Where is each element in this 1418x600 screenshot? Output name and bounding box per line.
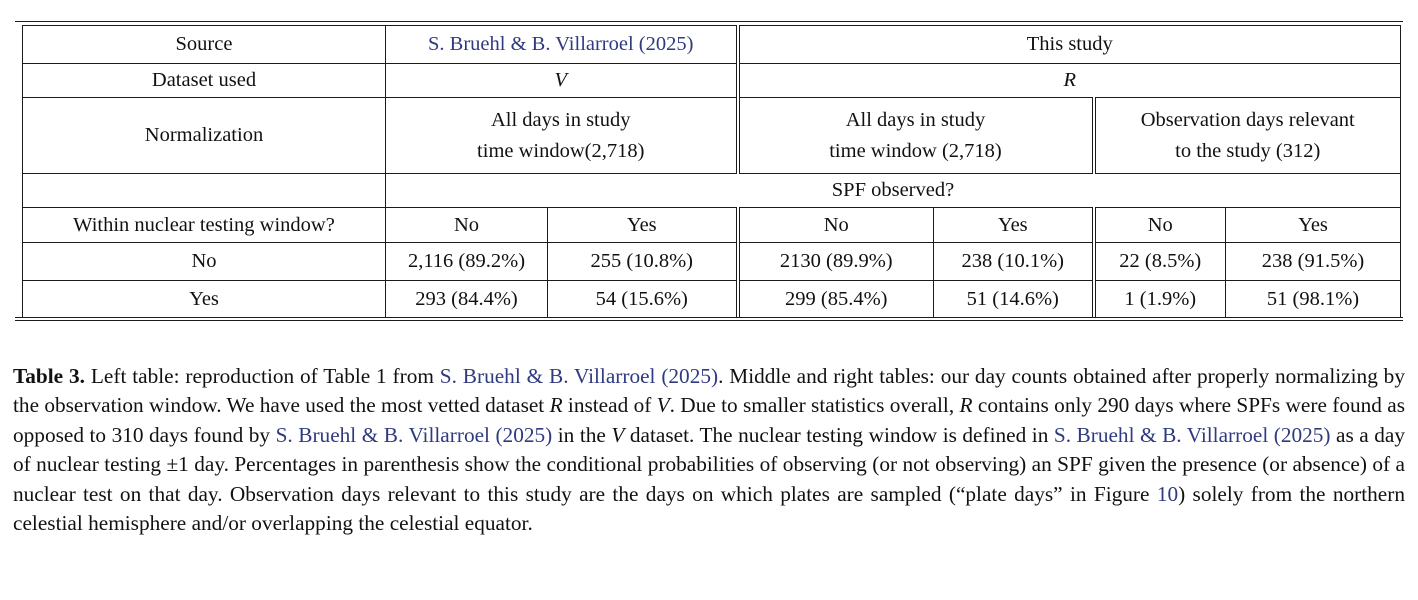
cell-normalization-label: Normalization bbox=[22, 97, 386, 174]
col-header-yes: Yes bbox=[1225, 207, 1401, 243]
top-double-rule bbox=[15, 21, 1403, 22]
citation-link[interactable]: S. Bruehl & B. Villarroel (2025) bbox=[275, 422, 553, 447]
data-cell: 2130 (89.9%) bbox=[735, 242, 934, 281]
col-header-yes: Yes bbox=[933, 207, 1094, 243]
cell-source-label: Source bbox=[22, 25, 386, 64]
cell-dataset-label: Dataset used bbox=[22, 63, 386, 98]
table-row: Yes 293 (84.4%) 54 (15.6%) 299 (85.4%) 5… bbox=[22, 280, 1401, 318]
caption-segment: as a day of nuclear testing ±1 day. Perc… bbox=[13, 422, 1406, 506]
norm-mid-line1: All days in study bbox=[845, 108, 986, 131]
cell-source-right: This study bbox=[735, 25, 1401, 64]
row-normalization: Normalization All days in study time win… bbox=[22, 97, 1401, 174]
norm-left-line2: time window(2,718) bbox=[477, 139, 645, 162]
caption-segment: Left table: reproduction of Table 1 from bbox=[90, 364, 440, 388]
cell-dataset-r: R bbox=[735, 63, 1401, 98]
data-cell: 22 (8.5%) bbox=[1091, 242, 1226, 281]
cell-dataset-v: V bbox=[385, 63, 738, 98]
col-header-no: No bbox=[385, 207, 548, 243]
caption-segment: . Middle and right tables: our day count… bbox=[13, 364, 1405, 418]
cell-norm-mid: All days in study time window (2,718) bbox=[735, 97, 1094, 174]
norm-right-line2: to the study (312) bbox=[1175, 139, 1321, 162]
cell-source-left: S. Bruehl & B. Villarroel (2025) bbox=[385, 25, 738, 64]
data-cell: 255 (10.8%) bbox=[547, 242, 738, 281]
data-cell: 51 (14.6%) bbox=[933, 280, 1094, 318]
col-header-yes: Yes bbox=[547, 207, 738, 243]
citation-link[interactable]: S. Bruehl & B. Villarroel (2025) bbox=[439, 364, 719, 388]
caption-segment: ) solely from the northern celestial hem… bbox=[13, 481, 1405, 536]
results-table: Source S. Bruehl & B. Villarroel (2025) … bbox=[22, 25, 1401, 318]
data-cell: 51 (98.1%) bbox=[1225, 280, 1401, 318]
cell-spf-empty bbox=[22, 173, 386, 208]
dataset-symbol: R bbox=[959, 393, 973, 418]
norm-right-line1: Observation days relevant bbox=[1140, 108, 1355, 131]
citation-link[interactable]: S. Bruehl & B. Villarroel (2025) bbox=[1053, 422, 1331, 447]
data-cell: 2,116 (89.2%) bbox=[385, 242, 548, 281]
data-cell: 1 (1.9%) bbox=[1091, 280, 1226, 318]
caption-segment: contains only 290 days where SPFs were f… bbox=[13, 393, 1405, 447]
dataset-symbol: R bbox=[549, 393, 563, 418]
data-cell: 238 (91.5%) bbox=[1225, 242, 1401, 281]
data-cell: 293 (84.4%) bbox=[385, 280, 548, 318]
row-label: No bbox=[22, 242, 386, 281]
data-cell: 238 (10.1%) bbox=[933, 242, 1094, 281]
data-cell: 299 (85.4%) bbox=[735, 280, 934, 318]
caption-label: Table 3. bbox=[13, 364, 85, 388]
caption-segment: dataset. The nuclear testing window is d… bbox=[624, 422, 1054, 447]
figure-ref-link[interactable]: 10 bbox=[1156, 481, 1179, 506]
data-cell: 54 (15.6%) bbox=[547, 280, 738, 318]
row-source: Source S. Bruehl & B. Villarroel (2025) … bbox=[22, 25, 1401, 64]
caption-segment: . Due to smaller statistics overall, bbox=[669, 393, 960, 418]
row-yes-no-header: Within nuclear testing window? No Yes No… bbox=[22, 207, 1401, 243]
cell-norm-left: All days in study time window(2,718) bbox=[385, 97, 738, 174]
cell-window-question: Within nuclear testing window? bbox=[22, 207, 386, 243]
norm-left-line1: All days in study bbox=[490, 108, 631, 131]
table-caption: Table 3. Left table: reproduction of Tabl… bbox=[13, 362, 1405, 538]
col-header-no: No bbox=[1091, 207, 1226, 243]
col-header-no: No bbox=[735, 207, 934, 243]
row-spf-observed: SPF observed? bbox=[22, 173, 1401, 208]
dataset-symbol: V bbox=[656, 393, 670, 418]
table-row: No 2,116 (89.2%) 255 (10.8%) 2130 (89.9%… bbox=[22, 242, 1401, 281]
dataset-symbol: V bbox=[611, 422, 625, 447]
row-dataset: Dataset used V R bbox=[22, 63, 1401, 98]
cell-spf-question: SPF observed? bbox=[385, 173, 1401, 208]
caption-segment: in the bbox=[552, 422, 612, 447]
caption-segment: instead of bbox=[562, 393, 657, 418]
bottom-double-rule bbox=[15, 317, 1403, 322]
norm-mid-line2: time window (2,718) bbox=[829, 139, 1002, 162]
cell-norm-right: Observation days relevant to the study (… bbox=[1091, 97, 1401, 174]
row-label: Yes bbox=[22, 280, 386, 318]
citation-link[interactable]: S. Bruehl & B. Villarroel (2025) bbox=[428, 33, 694, 55]
